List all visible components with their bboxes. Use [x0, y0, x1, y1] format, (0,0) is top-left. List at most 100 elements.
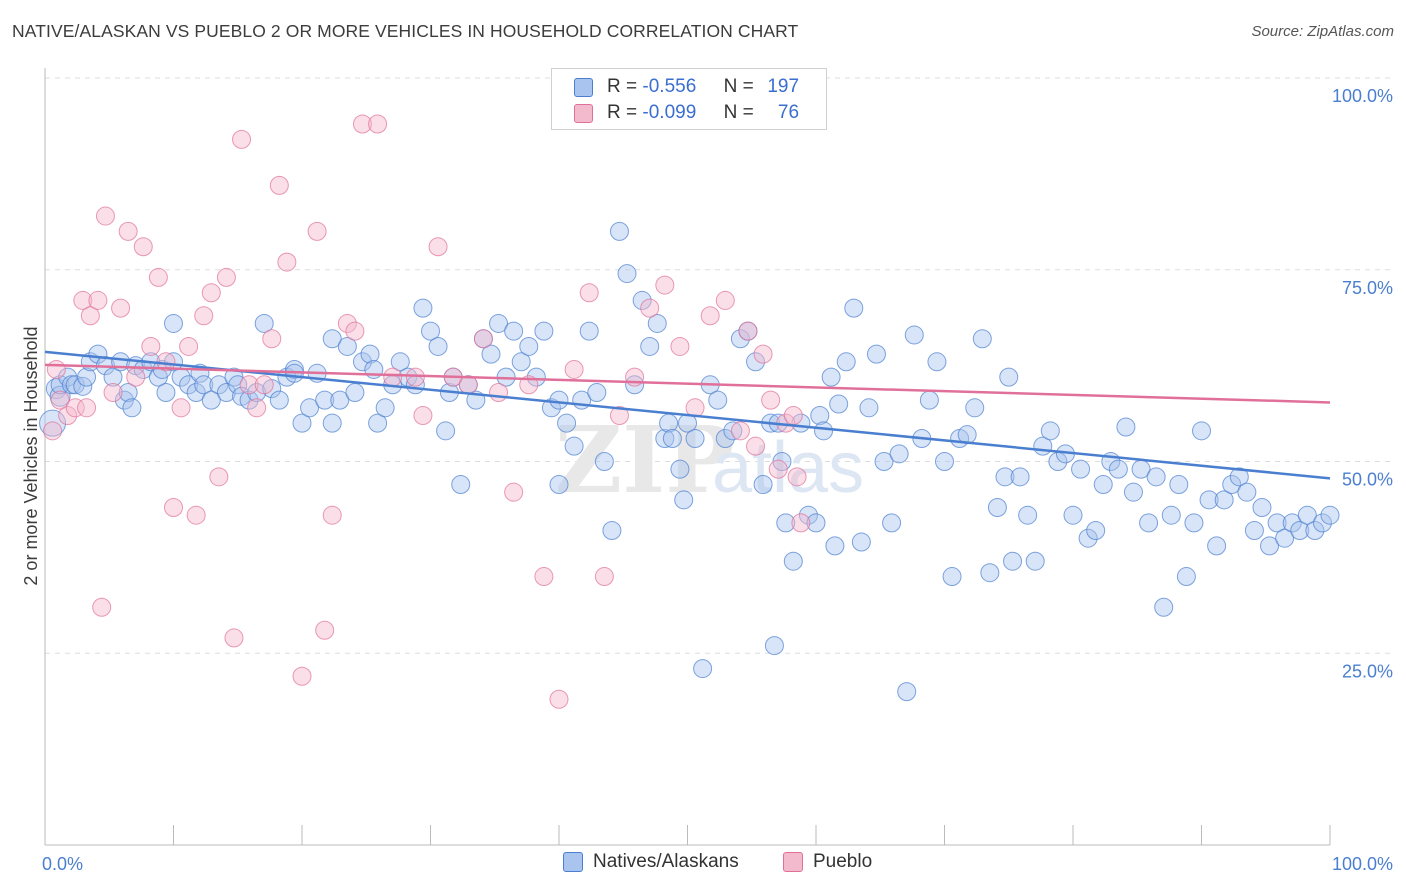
- data-point: [1199, 490, 1219, 510]
- data-point: [685, 428, 705, 448]
- data-point: [330, 390, 350, 410]
- data-point: [65, 375, 85, 395]
- data-point: [602, 521, 622, 541]
- data-point: [111, 298, 131, 318]
- data-point: [73, 290, 93, 310]
- y-tick-label: 50.0%: [1342, 470, 1393, 490]
- data-point: [1237, 482, 1257, 502]
- data-point: [405, 367, 425, 387]
- data-point: [594, 567, 614, 587]
- data-point: [1086, 521, 1106, 541]
- data-point: [46, 359, 66, 379]
- data-point: [1116, 417, 1136, 437]
- data-point: [723, 421, 743, 441]
- y-tick-label: 100.0%: [1332, 86, 1393, 106]
- data-point: [148, 267, 168, 287]
- data-point: [814, 421, 834, 441]
- data-point: [1320, 505, 1340, 525]
- data-point: [670, 459, 690, 479]
- data-point: [1229, 467, 1249, 487]
- data-point: [995, 467, 1015, 487]
- data-point: [889, 444, 909, 464]
- data-point: [1093, 475, 1113, 495]
- data-point: [92, 597, 112, 617]
- data-point: [753, 344, 773, 364]
- data-point: [77, 398, 97, 418]
- data-point: [1305, 521, 1325, 541]
- data-point: [360, 344, 380, 364]
- data-point: [836, 352, 856, 372]
- x-tick-label: 100.0%: [1332, 854, 1393, 874]
- data-point: [368, 413, 388, 433]
- data-point: [164, 313, 183, 333]
- data-point: [50, 375, 70, 395]
- data-point: [58, 405, 78, 425]
- data-point: [844, 298, 864, 318]
- data-point: [277, 252, 297, 272]
- data-point: [65, 398, 85, 418]
- data-point: [972, 329, 992, 349]
- data-point: [617, 264, 637, 284]
- data-point: [352, 352, 372, 372]
- data-point: [1207, 536, 1227, 556]
- data-point: [322, 413, 342, 433]
- data-point: [662, 428, 682, 448]
- data-point: [1018, 505, 1038, 525]
- data-point: [171, 398, 191, 418]
- data-point: [632, 290, 652, 310]
- tick-labels: 25.0% 50.0% 75.0% 100.0% 0.0% 100.0%: [42, 86, 1393, 874]
- y-tick-label: 25.0%: [1342, 661, 1393, 681]
- data-point: [43, 421, 63, 441]
- data-point: [640, 298, 660, 318]
- grid-lines: [45, 77, 1395, 654]
- data-point: [436, 421, 456, 441]
- data-point: [1290, 521, 1310, 541]
- data-point: [216, 382, 236, 402]
- data-point: [1025, 551, 1045, 571]
- data-point: [504, 321, 524, 341]
- data-point: [179, 375, 199, 395]
- data-point: [738, 321, 758, 341]
- data-point: [1184, 513, 1204, 533]
- data-point: [239, 390, 259, 410]
- data-point: [186, 505, 206, 525]
- chart-source: Source: ZipAtlas.com: [1251, 23, 1394, 40]
- data-point: [473, 329, 493, 349]
- data-point: [307, 221, 327, 241]
- data-point: [247, 382, 267, 402]
- data-point: [103, 367, 123, 387]
- data-point: [693, 659, 713, 679]
- axes: [44, 68, 1331, 846]
- data-point: [935, 452, 954, 471]
- legend-row-natives: R = -0.556 N = 197: [574, 75, 799, 99]
- data-point: [164, 352, 183, 372]
- data-point: [674, 490, 694, 510]
- bottom-legend-label-pueblo: Pueblo: [813, 851, 873, 872]
- data-point: [897, 682, 917, 702]
- data-point: [980, 563, 1000, 583]
- data-point: [300, 398, 320, 418]
- data-point: [322, 329, 342, 349]
- data-point: [1312, 513, 1332, 533]
- data-point: [806, 513, 826, 533]
- data-point: [1040, 421, 1060, 441]
- data-point: [421, 321, 440, 341]
- data-point: [787, 467, 807, 487]
- data-point: [927, 352, 947, 372]
- data-point: [73, 376, 93, 396]
- data-point: [315, 620, 335, 640]
- data-point: [821, 367, 841, 387]
- data-point: [209, 467, 229, 487]
- data-point: [549, 475, 569, 495]
- data-point: [141, 336, 161, 356]
- data-point: [549, 390, 569, 410]
- data-point: [715, 290, 735, 310]
- data-point: [504, 482, 524, 502]
- data-point: [1260, 536, 1280, 556]
- legend: R = -0.556 N = 197 R = -0.099 N = 76: [551, 68, 827, 130]
- data-point: [122, 398, 142, 418]
- data-point: [337, 313, 357, 333]
- data-point: [232, 129, 252, 149]
- data-point: [179, 336, 199, 356]
- data-point: [1071, 459, 1091, 479]
